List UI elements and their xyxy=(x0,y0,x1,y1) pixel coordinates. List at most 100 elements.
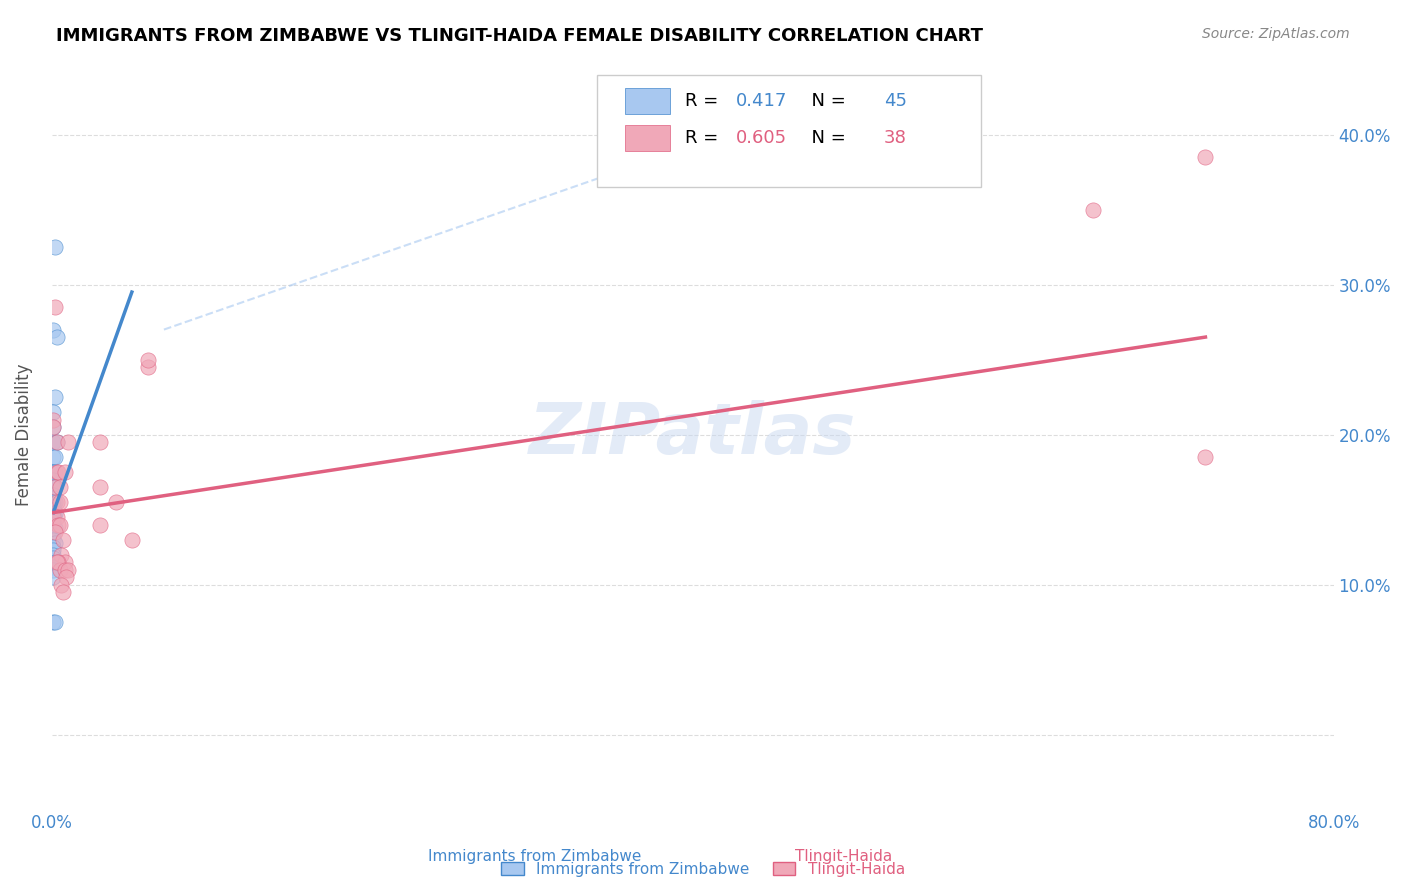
Point xyxy=(42,491,65,505)
Point xyxy=(55,570,77,584)
Point xyxy=(56,563,79,577)
Point xyxy=(46,465,69,479)
Point xyxy=(44,524,66,539)
Text: 0.605: 0.605 xyxy=(737,129,787,147)
Text: Immigrants from Zimbabwe: Immigrants from Zimbabwe xyxy=(427,849,641,863)
Point xyxy=(1194,150,1216,164)
Point xyxy=(121,533,143,547)
Point xyxy=(42,520,65,534)
Point xyxy=(42,480,65,494)
Point xyxy=(42,540,65,554)
Point xyxy=(42,465,65,479)
Point xyxy=(42,550,65,565)
Point xyxy=(89,435,111,450)
Point xyxy=(49,517,72,532)
Text: Source: ZipAtlas.com: Source: ZipAtlas.com xyxy=(1202,27,1350,41)
Point xyxy=(45,495,67,509)
Point xyxy=(53,555,76,569)
Point xyxy=(53,563,76,577)
Point xyxy=(42,507,65,521)
Point xyxy=(44,495,66,509)
Point xyxy=(42,510,65,524)
Point xyxy=(44,465,66,479)
Point xyxy=(42,515,65,529)
Point xyxy=(42,506,65,520)
Point xyxy=(44,506,66,520)
Point xyxy=(42,322,65,336)
Point xyxy=(42,405,65,419)
Point xyxy=(44,300,66,314)
Point xyxy=(42,450,65,464)
Point xyxy=(53,465,76,479)
Point xyxy=(42,420,65,434)
Point xyxy=(44,535,66,549)
FancyBboxPatch shape xyxy=(624,125,669,152)
Text: 45: 45 xyxy=(884,92,907,110)
Point xyxy=(45,330,67,344)
Point xyxy=(42,615,65,629)
Point xyxy=(45,435,67,450)
Text: 38: 38 xyxy=(884,129,907,147)
Text: IMMIGRANTS FROM ZIMBABWE VS TLINGIT-HAIDA FEMALE DISABILITY CORRELATION CHART: IMMIGRANTS FROM ZIMBABWE VS TLINGIT-HAID… xyxy=(56,27,983,45)
Point xyxy=(46,517,69,532)
Point xyxy=(45,555,67,569)
Point xyxy=(42,473,65,487)
FancyBboxPatch shape xyxy=(624,87,669,114)
Point xyxy=(1194,450,1216,464)
Point xyxy=(42,548,65,562)
Legend: Immigrants from Zimbabwe, Tlingit-Haida: Immigrants from Zimbabwe, Tlingit-Haida xyxy=(494,854,912,884)
Point xyxy=(42,498,65,512)
Point xyxy=(1083,202,1105,217)
Point xyxy=(46,555,69,569)
Point xyxy=(44,520,66,534)
Point xyxy=(42,502,65,516)
Text: N =: N = xyxy=(800,129,852,147)
Point xyxy=(52,533,75,547)
Point xyxy=(89,480,111,494)
Point xyxy=(42,524,65,539)
Point xyxy=(42,487,65,501)
Point xyxy=(42,563,65,577)
Point xyxy=(42,495,65,509)
Point xyxy=(44,480,66,494)
Point xyxy=(44,480,66,494)
Point xyxy=(44,615,66,629)
Point xyxy=(136,352,159,367)
Point xyxy=(44,555,66,569)
Point xyxy=(45,510,67,524)
Point xyxy=(42,533,65,547)
Point xyxy=(51,577,73,591)
Point xyxy=(45,435,67,450)
Point xyxy=(49,563,72,577)
Point xyxy=(42,500,65,514)
Point xyxy=(89,517,111,532)
Point xyxy=(136,360,159,375)
Text: 0.417: 0.417 xyxy=(737,92,787,110)
Point xyxy=(49,480,72,494)
Point xyxy=(42,513,65,527)
Point xyxy=(44,450,66,464)
Point xyxy=(42,510,65,524)
Text: N =: N = xyxy=(800,92,852,110)
Point xyxy=(44,390,66,404)
Text: R =: R = xyxy=(685,92,724,110)
Point xyxy=(42,570,65,584)
Text: Tlingit-Haida: Tlingit-Haida xyxy=(794,849,893,863)
Point xyxy=(42,420,65,434)
Point xyxy=(42,435,65,450)
Text: ZIPatlas: ZIPatlas xyxy=(529,401,856,469)
Point xyxy=(42,528,65,542)
FancyBboxPatch shape xyxy=(596,75,981,187)
Point xyxy=(51,548,73,562)
Point xyxy=(104,495,127,509)
Point xyxy=(49,495,72,509)
Point xyxy=(52,585,75,599)
Point xyxy=(42,412,65,426)
Point xyxy=(44,240,66,254)
Y-axis label: Female Disability: Female Disability xyxy=(15,363,32,506)
Point xyxy=(42,543,65,558)
Point xyxy=(56,435,79,450)
Text: R =: R = xyxy=(685,129,724,147)
Point xyxy=(42,559,65,574)
Point xyxy=(42,517,65,532)
